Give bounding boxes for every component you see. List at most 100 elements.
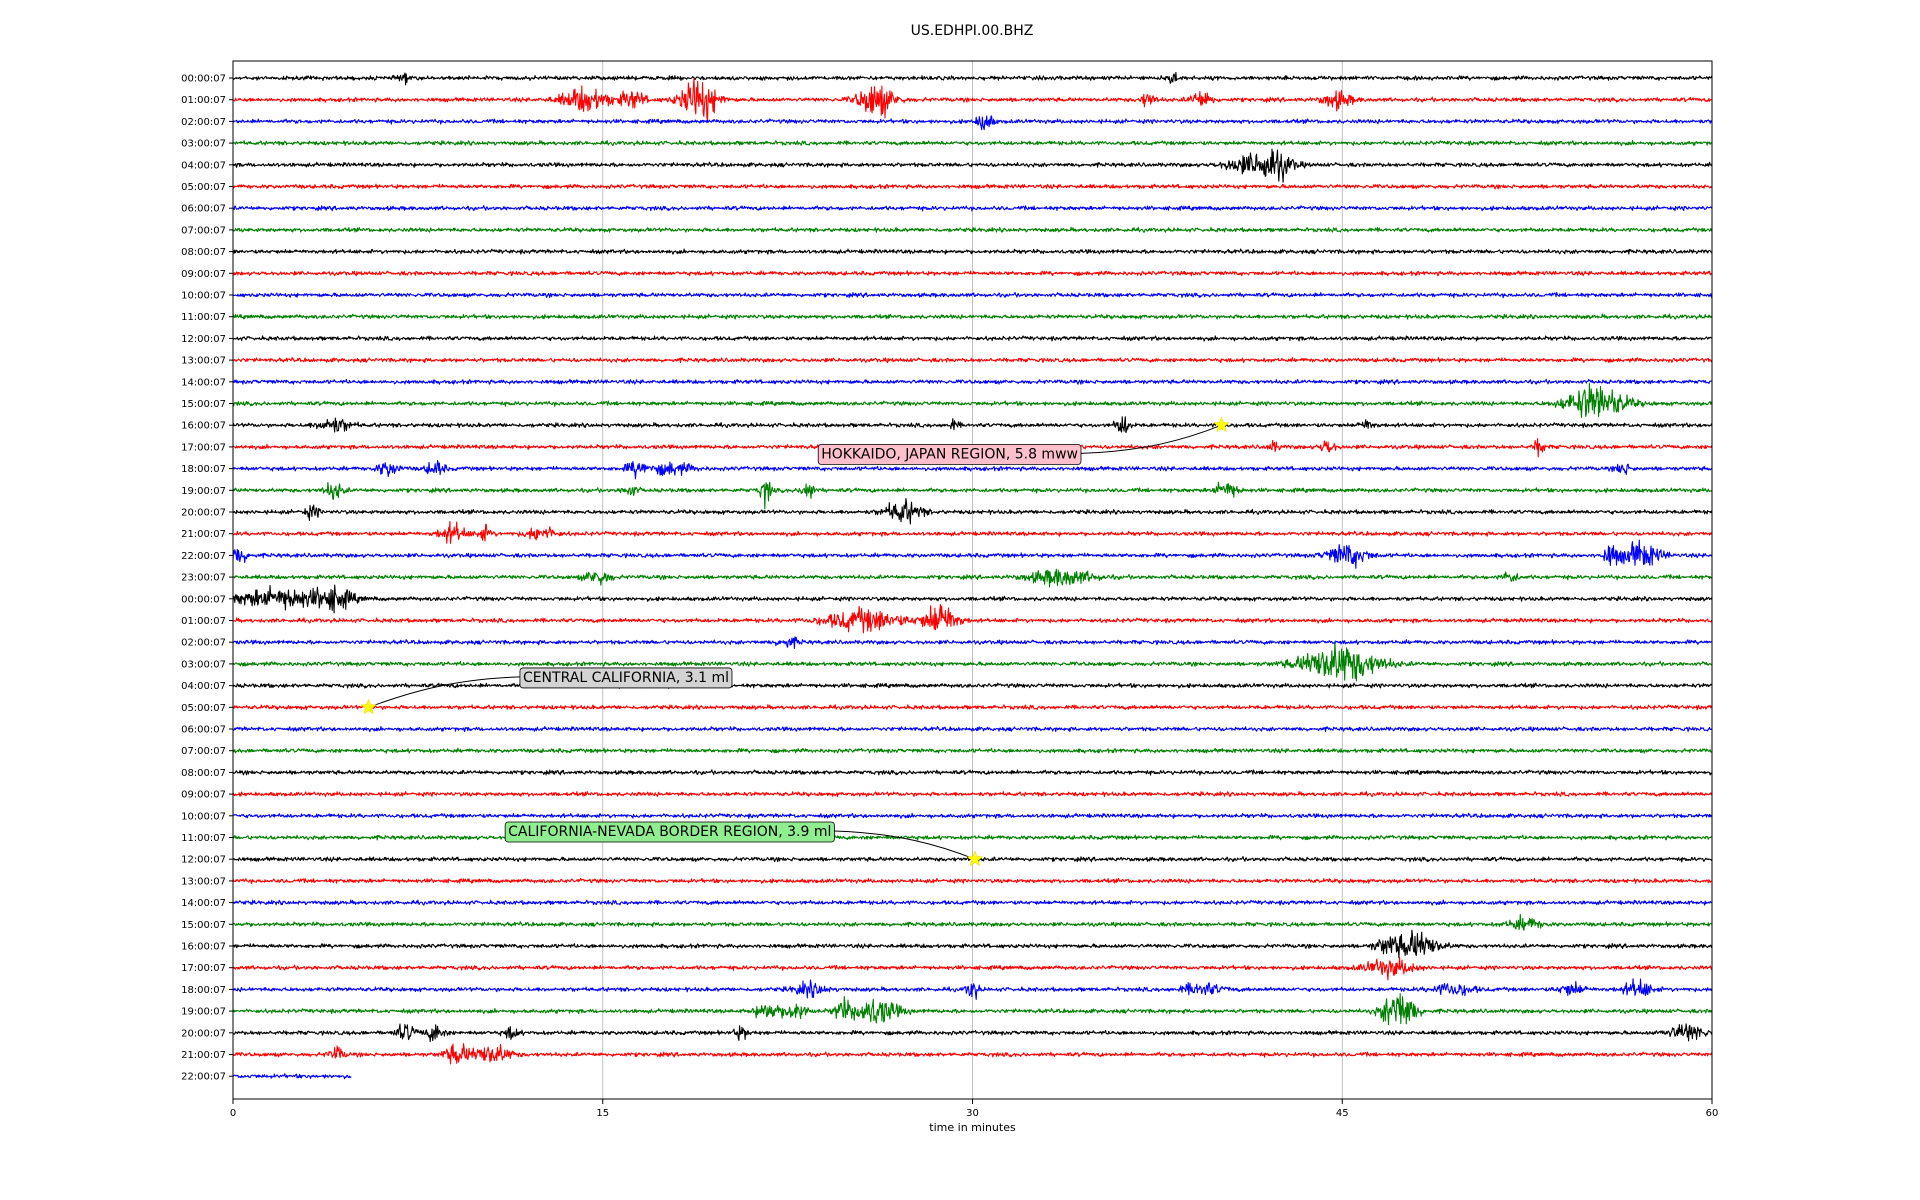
trace-row — [232, 1043, 1713, 1065]
trace-row — [232, 641, 1713, 682]
y-tick-label: 03:00:07 — [181, 659, 226, 670]
trace-row — [232, 877, 1713, 885]
trace-row — [232, 636, 1713, 650]
event-connector — [834, 830, 976, 860]
trace-row — [232, 497, 1713, 525]
trace-row — [232, 978, 1713, 1001]
x-tick-label: 15 — [596, 1108, 609, 1119]
trace-row — [232, 704, 1713, 711]
trace-row — [232, 603, 1713, 634]
trace-row — [232, 790, 1713, 798]
trace-row — [232, 584, 1713, 614]
event-star-marker — [966, 850, 984, 867]
y-tick-label: 21:00:07 — [181, 529, 226, 540]
event-star-marker — [360, 698, 377, 715]
trace-row — [232, 382, 1713, 418]
event-label: CENTRAL CALIFORNIA, 3.1 ml — [523, 670, 729, 686]
y-tick-label: 22:00:07 — [181, 1072, 226, 1083]
event-annotation: CALIFORNIA-NEVADA BORDER REGION, 3.9 ml — [504, 821, 984, 867]
event-label: HOKKAIDO, JAPAN REGION, 5.8 mww — [821, 446, 1078, 462]
trace-row — [232, 682, 1713, 689]
y-tick-label: 20:00:07 — [181, 1028, 226, 1039]
y-tick-label: 15:00:07 — [181, 920, 226, 931]
x-axis-label: time in minutes — [929, 1121, 1016, 1134]
event-annotations: HOKKAIDO, JAPAN REGION, 5.8 mww CENTRAL C… — [360, 416, 1230, 867]
y-tick-label: 01:00:07 — [181, 95, 226, 106]
y-tick-label: 13:00:07 — [181, 876, 226, 887]
event-annotation: HOKKAIDO, JAPAN REGION, 5.8 mww — [817, 416, 1230, 465]
chart-title: US.EDHPI.00.BHZ — [911, 23, 1034, 39]
trace-row — [232, 139, 1713, 147]
trace-row — [233, 520, 1713, 544]
x-axis-ticks: 0 15 30 45 60 — [230, 1099, 1718, 1119]
y-tick-label: 16:00:07 — [181, 942, 226, 953]
x-tick-label: 0 — [230, 1108, 236, 1119]
y-tick-labels: 00:00:07 01:00:07 02:00:07 03:00:07 04:00:07… — [181, 74, 233, 1083]
trace-row — [232, 416, 1713, 434]
y-tick-label: 10:00:07 — [181, 811, 226, 822]
y-tick-label: 01:00:07 — [181, 616, 226, 627]
event-star-marker — [1213, 416, 1230, 433]
trace-row — [232, 291, 1713, 299]
y-tick-label: 16:00:07 — [181, 421, 226, 432]
trace-row — [232, 115, 1713, 131]
trace-row — [232, 226, 1713, 233]
y-tick-label: 07:00:07 — [181, 225, 226, 236]
trace-row — [232, 378, 1713, 385]
y-tick-label: 22:00:07 — [181, 551, 226, 562]
y-tick-label: 11:00:07 — [181, 312, 226, 323]
y-tick-label: 17:00:07 — [181, 963, 226, 974]
y-tick-label: 14:00:07 — [181, 377, 226, 388]
trace-row — [232, 769, 1713, 776]
y-tick-label: 12:00:07 — [181, 334, 226, 345]
y-tick-label: 19:00:07 — [181, 486, 226, 497]
trace-row — [232, 248, 1713, 255]
y-tick-label: 05:00:07 — [181, 182, 226, 193]
y-tick-label: 14:00:07 — [181, 898, 226, 909]
y-tick-label: 04:00:07 — [181, 681, 226, 692]
x-tick-label: 30 — [966, 1108, 979, 1119]
trace-row — [232, 148, 1713, 183]
trace-row — [232, 205, 1713, 212]
y-tick-label: 06:00:07 — [181, 725, 226, 736]
y-tick-label: 09:00:07 — [181, 790, 226, 801]
trace-row — [232, 568, 1713, 588]
trace-row — [232, 993, 1713, 1026]
y-tick-label: 15:00:07 — [181, 399, 226, 410]
y-tick-label: 02:00:07 — [181, 117, 226, 128]
trace-row — [232, 834, 1713, 841]
y-tick-label: 23:00:07 — [181, 573, 226, 584]
y-tick-label: 19:00:07 — [181, 1007, 226, 1018]
event-label: CALIFORNIA-NEVADA BORDER REGION, 3.9 ml — [508, 824, 831, 840]
y-tick-label: 20:00:07 — [181, 508, 226, 519]
event-label-box — [519, 667, 733, 689]
trace-row — [233, 183, 1713, 190]
y-tick-label: 21:00:07 — [181, 1050, 226, 1061]
y-tick-label: 12:00:07 — [181, 855, 226, 866]
y-tick-label: 11:00:07 — [181, 833, 226, 844]
trace-row — [232, 914, 1713, 931]
event-connector — [1080, 424, 1222, 454]
seismic-traces — [232, 71, 1713, 1080]
y-tick-label: 18:00:07 — [181, 985, 226, 996]
y-tick-label: 08:00:07 — [181, 247, 226, 258]
event-label-box — [504, 821, 835, 843]
y-tick-label: 18:00:07 — [181, 464, 226, 475]
event-label-box — [817, 444, 1082, 465]
trace-row — [232, 747, 1713, 754]
trace-row — [232, 459, 1713, 480]
trace-row — [232, 539, 1713, 569]
y-tick-label: 00:00:07 — [181, 74, 226, 85]
event-connector — [368, 676, 520, 708]
y-tick-label: 07:00:07 — [181, 746, 226, 757]
trace-row — [232, 929, 1713, 959]
trace-row — [232, 1023, 1712, 1043]
y-tick-label: 08:00:07 — [181, 768, 226, 779]
trace-row — [232, 270, 1713, 277]
y-tick-label: 09:00:07 — [181, 269, 226, 280]
event-annotation: CENTRAL CALIFORNIA, 3.1 ml — [360, 667, 733, 715]
y-tick-label: 04:00:07 — [181, 160, 226, 171]
trace-row — [232, 1073, 352, 1080]
trace-row — [232, 956, 1713, 981]
